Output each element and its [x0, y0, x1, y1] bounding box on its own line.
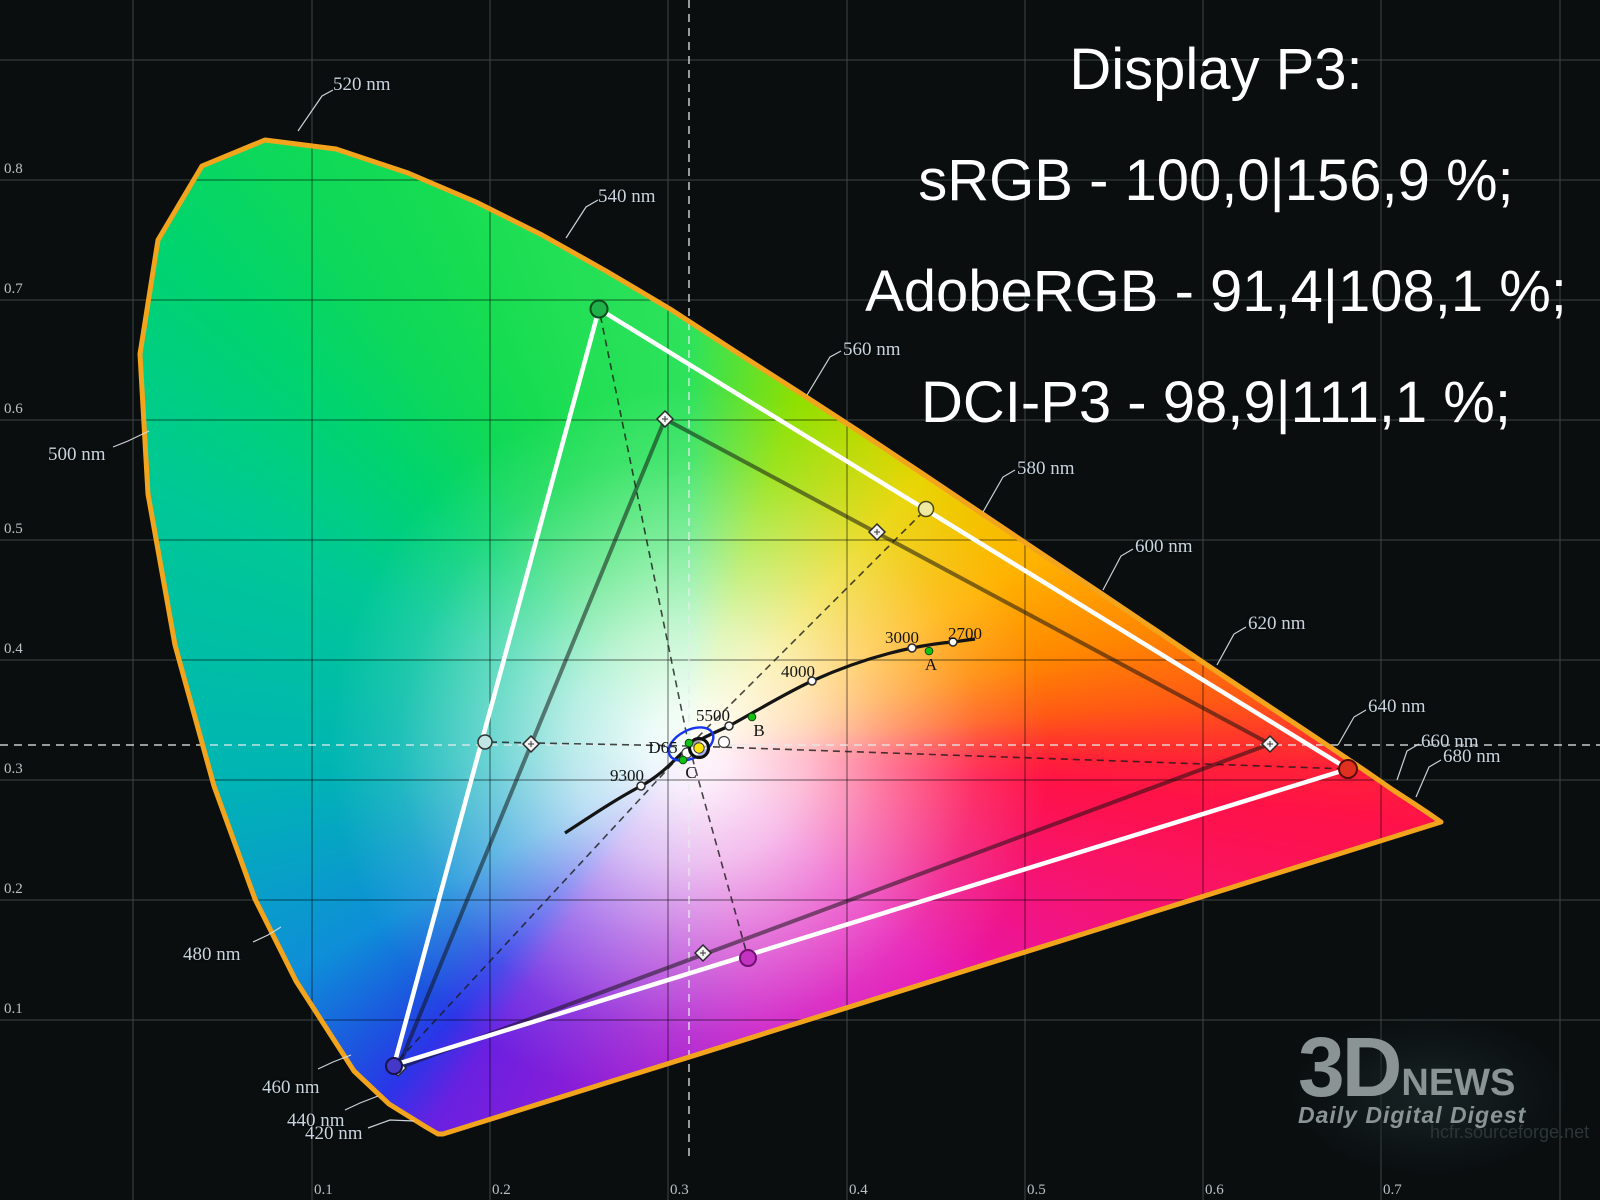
logo-tagline: Daily Digital Digest: [1298, 1102, 1527, 1128]
logo-backdrop: [1230, 980, 1600, 1200]
measured-white-point: [693, 742, 705, 754]
title-line-adobergb: AdobeRGB - 91,4|108,1 %;: [865, 259, 1567, 324]
measured-gamut-triangle: [390, 305, 1354, 1069]
white-point-cluster: [667, 646, 934, 765]
whitepoint-crosshair: [0, 0, 1600, 1160]
illuminant-dots: [678, 646, 934, 765]
hue-dashed-lines: [393, 308, 1349, 1066]
logo-3d-text: 3D: [1298, 1020, 1402, 1114]
gamut-coverage-title: Display P3: sRGB - 100,0|156,9 %; AdobeR…: [826, 14, 1600, 458]
wavelength-leaders: [112, 89, 1442, 1129]
title-line-srgb: sRGB - 100,0|156,9 %;: [918, 148, 1514, 213]
planckian-locus: [564, 637, 976, 835]
title-line-mode: Display P3:: [1069, 37, 1363, 102]
spectral-locus-outline: [137, 137, 1444, 1137]
measured-point-circles: [385, 299, 1358, 1075]
3dnews-logo: 3D NEWS Daily Digital Digest: [1298, 1020, 1578, 1129]
title-line-dcip3: DCI-P3 - 98,9|111,1 %;: [921, 370, 1511, 435]
cct-markers: [636, 637, 958, 791]
logo-news-text: NEWS: [1401, 1062, 1516, 1104]
hcfr-watermark: hcfr.sourceforge.net: [1430, 1122, 1590, 1142]
